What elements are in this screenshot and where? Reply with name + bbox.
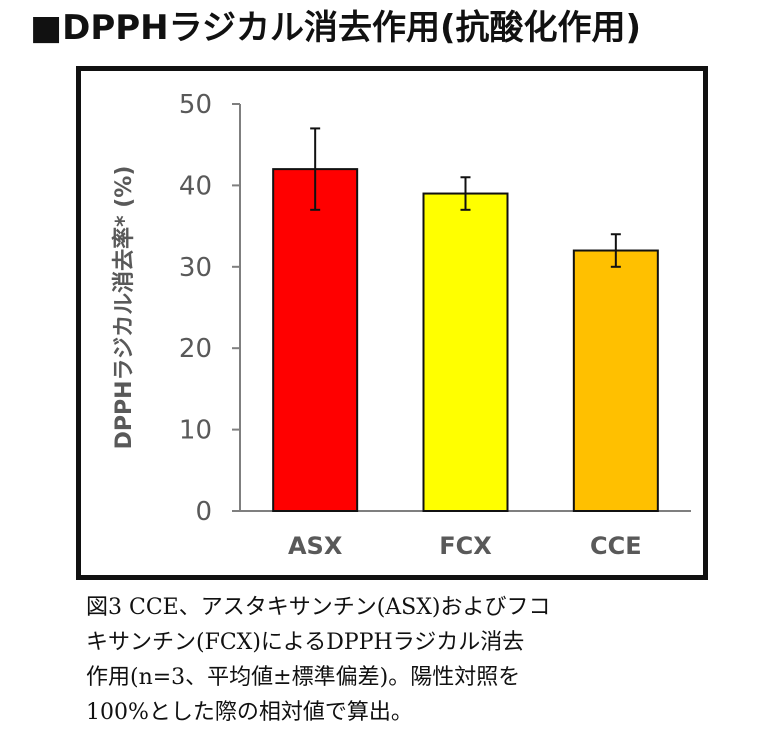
y-tick-label: 0 [195, 497, 212, 527]
y-axis-title: DPPHラジカル消去率* (%) [111, 166, 137, 450]
bar-cce [572, 249, 659, 513]
x-tick-label: FCX [439, 532, 492, 560]
y-tick-label: 40 [179, 171, 212, 201]
caption-line-3: 作用(n=3、平均値±標準偏差)。陽性対照を [86, 665, 521, 690]
x-tick-label: ASX [288, 532, 343, 560]
bar-fcx [422, 192, 509, 512]
bar-asx [272, 168, 359, 513]
bar-chart: 0 10 20 30 40 50 DPPHラジカル消去率* (%) ASX FCX CCE [111, 90, 691, 560]
y-tick-label: 50 [179, 90, 212, 120]
figure-caption: 図3 CCE、アスタキサンチン(ASX)およびフコ キサンチン(FCX)によるD… [86, 590, 736, 730]
caption-line-1: 図3 CCE、アスタキサンチン(ASX)およびフコ [86, 595, 551, 620]
caption-line-2: キサンチン(FCX)によるDPPHラジカル消去 [86, 630, 525, 655]
page-title: ■DPPHラジカル消去作用(抗酸化作用) [30, 8, 642, 48]
chart-frame: 0 10 20 30 40 50 DPPHラジカル消去率* (%) ASX FCX CCE [76, 66, 708, 580]
y-tick-label: 20 [179, 334, 212, 364]
x-tick-label: CCE [590, 532, 642, 560]
y-tick-label: 10 [179, 416, 212, 446]
y-tick-label: 30 [179, 253, 212, 283]
caption-line-4: 100%とした際の相対値で算出。 [86, 700, 413, 725]
